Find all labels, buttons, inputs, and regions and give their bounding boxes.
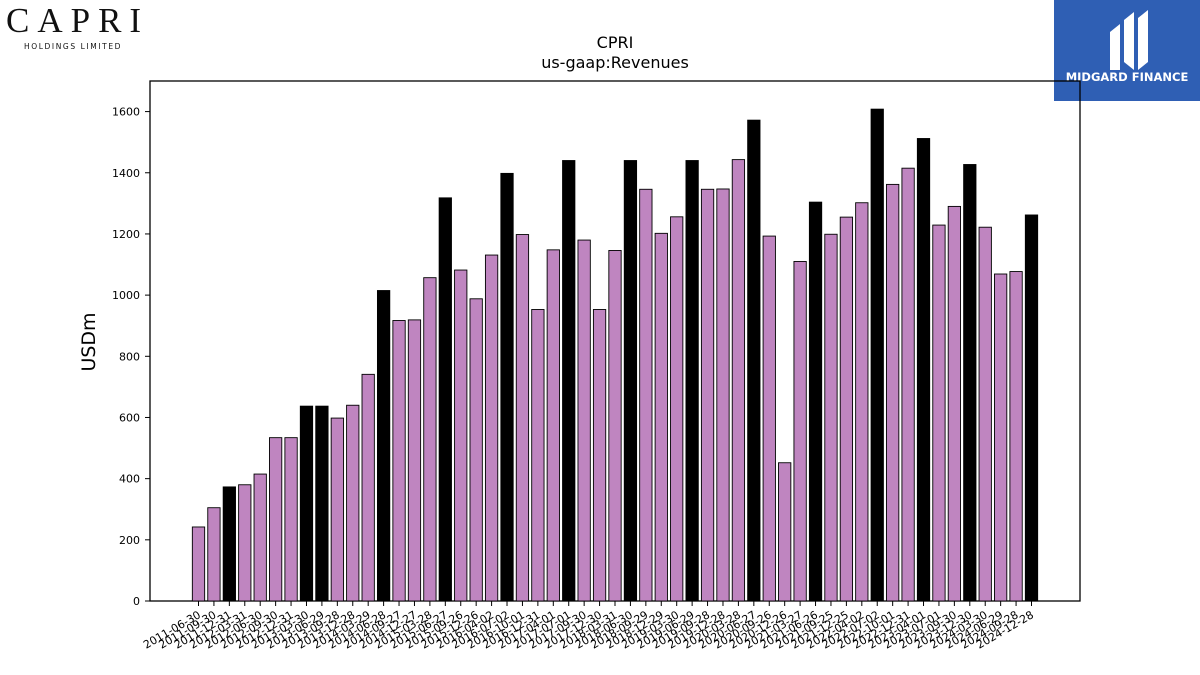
quarterly-revenue-bar bbox=[191, 526, 206, 602]
quarterly-revenue-bar bbox=[654, 232, 668, 602]
quarterly-revenue-bar bbox=[515, 234, 530, 602]
quarterly-revenue-bar bbox=[947, 205, 961, 602]
annual-revenue-bar bbox=[299, 405, 314, 602]
quarterly-revenue-bar bbox=[253, 473, 267, 602]
annual-revenue-bar bbox=[623, 160, 638, 602]
quarterly-revenue-bar bbox=[855, 202, 869, 602]
x-axis: 2011-06-302011-09-302011-12-312012-03-31… bbox=[141, 601, 1036, 652]
quarterly-revenue-bar bbox=[361, 373, 375, 602]
y-tick-label: 600 bbox=[119, 411, 140, 424]
company-wordmark: CAPRI bbox=[6, 1, 150, 40]
quarterly-revenue-bar bbox=[1009, 271, 1023, 602]
annual-revenue-bar bbox=[747, 119, 761, 602]
quarterly-revenue-bar bbox=[886, 183, 900, 602]
quarterly-revenue-bar bbox=[778, 462, 792, 602]
quarterly-revenue-bar bbox=[731, 159, 746, 602]
quarterly-revenue-bar bbox=[531, 309, 545, 602]
quarterly-revenue-bar bbox=[839, 216, 854, 602]
quarterly-revenue-bar bbox=[639, 188, 653, 602]
y-axis-label: USDm bbox=[78, 312, 100, 371]
quarterly-revenue-bar bbox=[824, 233, 838, 602]
quarterly-revenue-bar bbox=[762, 235, 776, 602]
y-tick-label: 0 bbox=[133, 595, 140, 608]
annual-revenue-bar bbox=[916, 138, 931, 602]
y-tick-label: 800 bbox=[119, 350, 140, 363]
annual-revenue-bar bbox=[376, 290, 391, 602]
annual-revenue-bar bbox=[963, 164, 977, 602]
quarterly-revenue-bar bbox=[592, 309, 607, 602]
quarterly-revenue-bar bbox=[901, 167, 915, 602]
quarterly-revenue-bar bbox=[407, 319, 422, 602]
quarterly-revenue-bar bbox=[670, 216, 684, 602]
y-tick-label: 200 bbox=[119, 534, 140, 547]
quarterly-revenue-bar bbox=[608, 250, 622, 602]
chart-subtitle: us-gaap:Revenues bbox=[541, 53, 689, 72]
quarterly-revenue-bar bbox=[269, 437, 283, 602]
company-subtitle: HOLDINGS LIMITED bbox=[24, 42, 123, 51]
publisher-name: MIDGARD FINANCE bbox=[1065, 70, 1189, 84]
bar-series bbox=[191, 108, 1039, 602]
quarterly-revenue-bar bbox=[577, 239, 591, 602]
y-tick-label: 1600 bbox=[112, 106, 140, 119]
quarterly-revenue-bar bbox=[978, 226, 992, 602]
quarterly-revenue-bar bbox=[346, 404, 360, 602]
publisher-mark-icon bbox=[1110, 10, 1148, 70]
quarterly-revenue-bar bbox=[207, 507, 221, 602]
quarterly-revenue-bar bbox=[469, 298, 483, 602]
y-tick-label: 400 bbox=[119, 473, 140, 486]
annual-revenue-bar bbox=[562, 160, 576, 602]
quarterly-revenue-bar bbox=[700, 188, 715, 602]
chart-title: CPRI bbox=[597, 33, 634, 52]
quarterly-revenue-bar bbox=[546, 249, 560, 602]
quarterly-revenue-bar bbox=[454, 269, 468, 602]
y-tick-label: 1400 bbox=[112, 167, 140, 180]
annual-revenue-bar bbox=[685, 160, 699, 602]
annual-revenue-bar bbox=[500, 172, 514, 602]
quarterly-revenue-bar bbox=[330, 417, 344, 602]
annual-revenue-bar bbox=[870, 108, 884, 602]
quarterly-revenue-bar bbox=[392, 320, 406, 602]
annual-revenue-bar bbox=[1024, 214, 1039, 602]
quarterly-revenue-bar bbox=[994, 273, 1008, 602]
annual-revenue-bar bbox=[222, 486, 236, 602]
annual-revenue-bar bbox=[315, 405, 329, 602]
annual-revenue-bar bbox=[438, 197, 452, 602]
y-tick-label: 1000 bbox=[112, 289, 140, 302]
y-axis: 0 200 400 600 800 1000 1200 1400 1600 bbox=[112, 106, 150, 608]
company-logo: CAPRI HOLDINGS LIMITED bbox=[6, 2, 156, 52]
quarterly-revenue-bar bbox=[423, 277, 437, 602]
quarterly-revenue-bar bbox=[238, 484, 252, 602]
y-tick-label: 1200 bbox=[112, 228, 140, 241]
quarterly-revenue-bar bbox=[284, 437, 298, 602]
quarterly-revenue-bar bbox=[716, 188, 730, 602]
quarterly-revenue-bar bbox=[793, 261, 807, 602]
publisher-logo: MIDGARD FINANCE bbox=[1054, 0, 1200, 101]
annual-revenue-bar bbox=[808, 201, 823, 602]
quarterly-revenue-bar bbox=[484, 254, 499, 602]
quarterly-revenue-bar bbox=[932, 224, 946, 602]
